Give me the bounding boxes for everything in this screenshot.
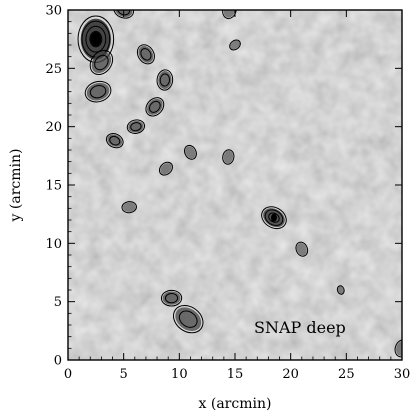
contour-line <box>145 97 165 117</box>
contour-source <box>295 241 309 257</box>
contour-line <box>94 54 109 71</box>
contour-line <box>117 10 131 16</box>
contour-source <box>121 201 137 214</box>
y-tick-label: 30 <box>45 4 62 19</box>
contour-line <box>268 212 280 223</box>
x-tick-label: 5 <box>120 367 128 382</box>
contour-fill <box>160 163 172 175</box>
x-tick-label: 10 <box>171 367 188 382</box>
contour-line <box>164 292 179 304</box>
contour-fill <box>337 286 344 294</box>
contour-source <box>160 289 183 307</box>
contour-fill <box>185 146 196 159</box>
contour-fill <box>223 150 234 164</box>
contour-fill <box>175 307 202 331</box>
contour-fill <box>230 40 240 50</box>
contour-peak <box>90 32 102 47</box>
y-tick-label: 5 <box>54 295 62 310</box>
x-tick-label: 20 <box>282 367 299 382</box>
x-tick-label: 25 <box>338 367 355 382</box>
y-tick-label: 20 <box>45 120 62 135</box>
contour-line <box>109 135 121 146</box>
contour-line <box>222 149 235 165</box>
contour-layer <box>77 10 402 358</box>
contour-line <box>159 73 171 87</box>
x-tick-label: 0 <box>64 367 72 382</box>
contour-source <box>89 49 114 76</box>
contour-source <box>84 80 112 103</box>
contour-line <box>84 80 112 103</box>
contour-line <box>89 30 103 48</box>
x-tick-label: 30 <box>394 367 411 382</box>
contour-line <box>85 25 107 53</box>
contour-line <box>158 161 173 176</box>
contour-source <box>156 69 174 91</box>
contour-line <box>160 289 183 307</box>
contour-line <box>89 49 114 76</box>
contour-line <box>156 69 174 91</box>
contour-fill <box>122 202 136 212</box>
y-axis-ticks: 0 5 10 15 20 25 30 <box>45 4 402 369</box>
y-tick-label: 0 <box>54 354 62 369</box>
heatmap-background <box>68 10 402 360</box>
x-axis-label: x (arcmin) <box>199 396 272 412</box>
contour-line <box>126 119 146 134</box>
contour-source <box>158 161 173 176</box>
contour-line <box>89 84 107 99</box>
y-tick-label: 10 <box>45 237 62 252</box>
contour-line <box>121 201 137 214</box>
contour-line <box>336 285 345 295</box>
contour-source <box>184 144 197 160</box>
contour-line <box>178 310 198 328</box>
contour-line <box>222 10 237 20</box>
contour-source <box>113 10 135 19</box>
contour-source <box>336 285 345 295</box>
contour-source <box>145 97 165 117</box>
annotation-label: SNAP deep <box>254 318 346 337</box>
contour-source <box>261 206 287 230</box>
x-tick-label: 15 <box>227 367 244 382</box>
y-tick-label: 15 <box>45 179 62 194</box>
y-tick-label: 25 <box>45 62 62 77</box>
x-axis-ticks: 0 5 10 15 20 25 30 <box>64 10 410 382</box>
contour-line <box>295 241 309 257</box>
contour-source <box>136 44 155 65</box>
contour-line <box>394 339 402 358</box>
contour-fill <box>91 51 112 74</box>
contour-line <box>136 44 155 65</box>
contour-line <box>172 305 204 334</box>
contour-line <box>184 144 197 160</box>
contour-line <box>130 122 142 132</box>
contour-line <box>261 206 287 230</box>
contour-fill <box>147 98 163 115</box>
contour-source <box>172 305 204 334</box>
contour-source <box>222 149 235 165</box>
contour-fill <box>296 242 307 256</box>
contour-line <box>229 39 241 51</box>
contour-line <box>140 48 152 61</box>
contour-source <box>105 133 124 149</box>
contour-source <box>229 39 241 51</box>
contour-line <box>148 100 161 113</box>
contour-line <box>105 133 124 149</box>
y-axis-label: y (arcmin) <box>8 149 24 223</box>
contour-source <box>126 119 146 134</box>
contour-line <box>113 10 135 19</box>
contour-line <box>264 209 284 226</box>
contour-peak <box>270 213 277 222</box>
